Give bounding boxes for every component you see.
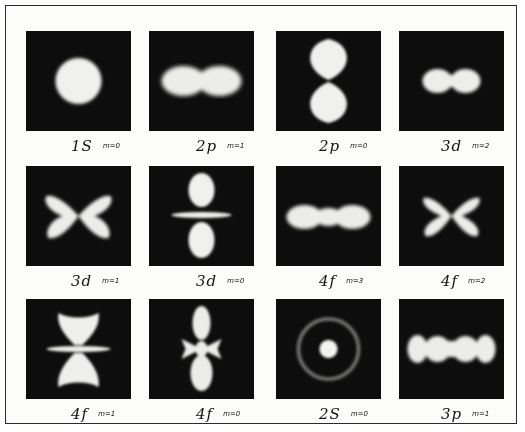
- orbital-1s-shape: [55, 58, 102, 104]
- orbital-image-3p-m1: [399, 299, 504, 399]
- orbital-image-4f-m1: [26, 299, 131, 399]
- orbital-name: 3d: [196, 272, 218, 290]
- magnetic-number: m=0: [227, 277, 245, 285]
- magnetic-number: m=2: [472, 142, 490, 150]
- magnetic-number: m=0: [350, 142, 368, 150]
- orbital-4f-m1-shape: [46, 313, 111, 387]
- orbital-image-1s-m0: [26, 31, 131, 131]
- orbital-4f-m0-shape: [181, 306, 222, 391]
- orbital-3d-m0-shape: [171, 173, 232, 258]
- orbital-2p-m0-shape: [310, 39, 347, 123]
- label-4f-m0: 4f m=0: [196, 404, 240, 424]
- magnetic-number: m=0: [102, 142, 120, 150]
- magnetic-number: m=1: [472, 410, 490, 418]
- orbital-3d-m2-shape: [422, 69, 481, 93]
- orbital-2s-shape: [296, 317, 361, 381]
- label-2s-m0: 2S m=0: [319, 404, 368, 424]
- orbital-name: 1S: [71, 137, 93, 155]
- label-4f-m2: 4f m=2: [441, 271, 485, 291]
- orbital-image-2p-m0: [276, 31, 381, 131]
- label-3d-m2: 3d m=2: [441, 136, 489, 156]
- orbital-image-3d-m0: [149, 166, 254, 266]
- orbital-4f-m2-shape: [423, 197, 480, 237]
- orbital-4f-m3-shape: [286, 205, 371, 229]
- orbital-name: 2S: [319, 405, 341, 423]
- orbital-name: 2p: [319, 137, 341, 155]
- label-4f-m1: 4f m=1: [71, 404, 115, 424]
- orbital-image-2s-m0: [276, 299, 381, 399]
- magnetic-number: m=1: [227, 142, 245, 150]
- label-4f-m3: 4f m=3: [319, 271, 363, 291]
- orbital-image-2p-m1: [149, 31, 254, 131]
- magnetic-number: m=0: [223, 410, 241, 418]
- magnetic-number: m=2: [468, 277, 486, 285]
- label-3d-m0: 3d m=0: [196, 271, 244, 291]
- orbital-3d-m1-shape: [45, 195, 112, 239]
- orbital-name: 4f: [441, 272, 459, 290]
- label-2p-m0: 2p m=0: [319, 136, 367, 156]
- orbital-image-4f-m3: [276, 166, 381, 266]
- orbital-name: 4f: [319, 272, 337, 290]
- orbital-3p-m1-shape: [407, 335, 496, 363]
- orbital-name: 4f: [196, 405, 214, 423]
- orbital-name: 3p: [441, 405, 463, 423]
- label-1s-m0: 1S m=0: [71, 136, 120, 156]
- orbital-image-3d-m2: [399, 31, 504, 131]
- magnetic-number: m=3: [346, 277, 364, 285]
- label-3p-m1: 3p m=1: [441, 404, 489, 424]
- orbital-name: 3d: [71, 272, 93, 290]
- magnetic-number: m=1: [102, 277, 120, 285]
- figure-frame: 1S m=0 2p m=1 2p m=0: [5, 5, 517, 424]
- magnetic-number: m=1: [98, 410, 116, 418]
- magnetic-number: m=0: [350, 410, 368, 418]
- label-3d-m1: 3d m=1: [71, 271, 119, 291]
- orbital-name: 3d: [441, 137, 463, 155]
- orbital-image-4f-m0: [149, 299, 254, 399]
- orbital-image-3d-m1: [26, 166, 131, 266]
- orbital-name: 2p: [196, 137, 218, 155]
- orbital-2p-m1-shape: [161, 66, 242, 96]
- orbital-name: 4f: [71, 405, 89, 423]
- orbital-image-4f-m2: [399, 166, 504, 266]
- label-2p-m1: 2p m=1: [196, 136, 244, 156]
